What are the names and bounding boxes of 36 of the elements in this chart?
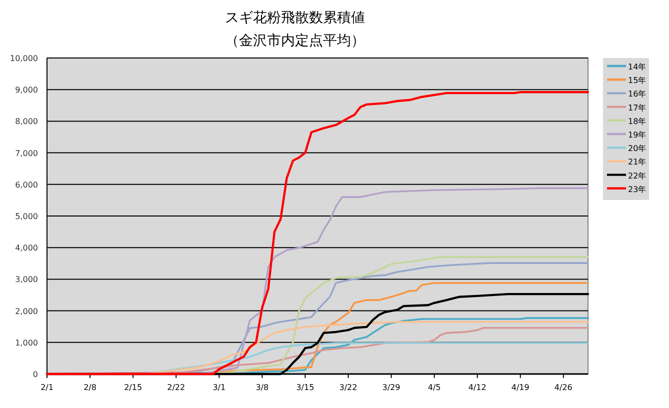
x-tick-label: 4/5 [428, 383, 441, 392]
y-tick-label: 1,000 [15, 338, 38, 348]
legend-label: 14年 [628, 62, 646, 72]
y-tick-label: 4,000 [15, 244, 38, 253]
y-tick-label: 3,000 [15, 275, 38, 284]
x-tick-label: 2/22 [167, 383, 186, 392]
x-tick-label: 3/15 [296, 383, 314, 392]
chart-subtitle: （金沢市内定点平均） [225, 33, 365, 49]
x-tick-label: 4/26 [554, 383, 572, 392]
x-tick-label: 4/19 [511, 383, 530, 392]
legend-label: 18年 [628, 116, 646, 126]
x-tick-label: 3/1 [212, 383, 226, 392]
x-tick-label: 2/15 [124, 383, 142, 392]
legend-label: 22年 [628, 171, 646, 180]
y-tick-label: 10,000 [10, 54, 38, 63]
legend-label: 17年 [628, 103, 646, 112]
legend-label: 23年 [628, 184, 646, 194]
x-tick-label: 3/8 [256, 383, 269, 392]
y-tick-label: 6,000 [15, 180, 38, 190]
y-tick-label: 7,000 [15, 148, 38, 158]
x-tick-label: 3/22 [339, 383, 358, 392]
legend-label: 15年 [628, 76, 646, 86]
y-tick-label: 2,000 [15, 306, 38, 316]
chart-title: スギ花粉飛散数累積値 [225, 10, 365, 26]
legend-label: 16年 [628, 90, 646, 99]
legend-label: 21年 [628, 158, 646, 167]
x-tick-label: 4/12 [468, 383, 486, 392]
legend-label: 19年 [628, 130, 646, 140]
y-tick-label: 8,000 [15, 117, 38, 126]
y-tick-label: 0 [32, 370, 38, 379]
x-tick-label: 2/1 [40, 383, 54, 392]
y-tick-label: 9,000 [15, 86, 38, 95]
legend-label: 20年 [628, 144, 646, 154]
y-tick-label: 5,000 [15, 212, 38, 221]
x-tick-label: 2/8 [84, 383, 96, 392]
x-tick-label: 3/29 [382, 383, 400, 392]
